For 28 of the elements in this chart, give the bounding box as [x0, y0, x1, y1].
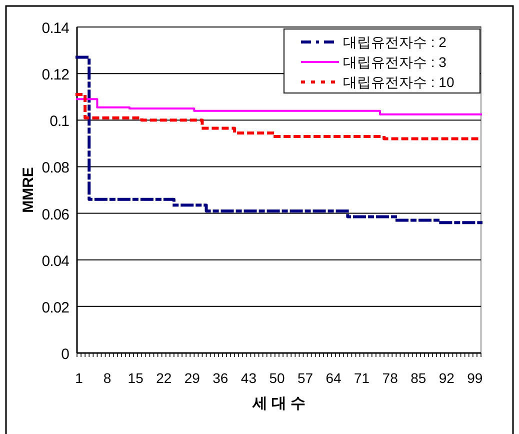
legend-label: 대립유전자수 : 3 — [343, 54, 447, 70]
x-tick-label: 22 — [156, 370, 172, 386]
x-tick-label: 85 — [410, 370, 426, 386]
y-tick-label: 0.1 — [50, 113, 70, 130]
y-axis-title: MMRE — [20, 167, 37, 213]
x-tick-label: 57 — [297, 370, 314, 386]
x-tick-label: 29 — [184, 370, 200, 386]
x-tick-label: 15 — [128, 370, 144, 386]
x-tick-label: 50 — [269, 370, 285, 386]
x-tick-label: 99 — [467, 370, 483, 386]
y-tick-label: 0.04 — [42, 252, 70, 270]
x-tick-label: 8 — [103, 370, 112, 386]
x-tick-label: 92 — [438, 370, 455, 386]
x-axis-title: 세 대 수 — [251, 395, 306, 412]
y-tick-label: 0.06 — [42, 206, 70, 224]
y-tick-label: 0.14 — [42, 20, 70, 37]
y-tick-label: 0.12 — [42, 66, 70, 84]
x-tick-label: 78 — [382, 370, 398, 386]
y-tick-label: 0.02 — [42, 299, 70, 316]
y-tick-label: 0 — [61, 346, 70, 363]
x-tick-label: 71 — [354, 370, 370, 386]
x-tick-label: 43 — [240, 370, 257, 386]
x-tick-label: 36 — [212, 370, 228, 386]
legend-label: 대립유전자수 : 2 — [343, 34, 447, 50]
legend-label: 대립유전자수 : 10 — [343, 74, 454, 90]
x-tick-label: 64 — [326, 370, 342, 386]
y-tick-label: 0.08 — [42, 160, 70, 177]
x-tick-label: 1 — [75, 370, 84, 386]
